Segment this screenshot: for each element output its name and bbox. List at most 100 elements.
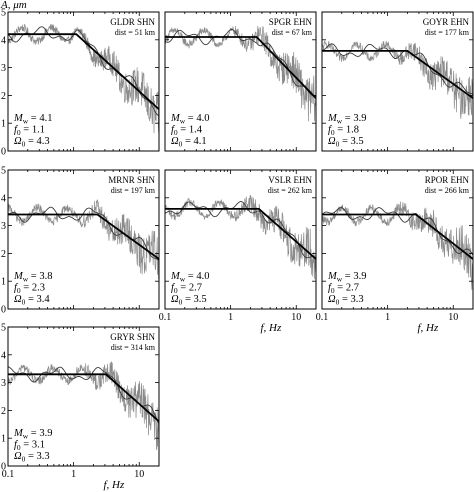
station-label: GLDR SHN: [110, 17, 155, 27]
observed-spectrum-line: [8, 199, 159, 280]
y-axis-label: A, μm: [0, 0, 27, 11]
param-label: f0 = 2.3: [14, 283, 45, 296]
y-tick-label: 0: [1, 305, 6, 316]
param-label: Mw = 3.9: [13, 428, 52, 441]
plot-area: [8, 199, 159, 280]
param-label: Ω0 = 4.1: [171, 136, 207, 149]
y-tick-label: 5: [1, 8, 6, 19]
plot-area: [8, 361, 159, 450]
param-label: Ω0 = 3.3: [14, 451, 50, 464]
y-tick-label: 1: [1, 434, 6, 445]
model-spectrum-line: [8, 213, 159, 260]
param-label: Mw = 3.8: [13, 271, 52, 284]
distance-label: dist = 51 km: [115, 28, 156, 37]
smoothed-spectrum-line: [165, 29, 316, 97]
model-spectrum-line: [322, 50, 473, 99]
plot-frame: [164, 169, 317, 310]
y-tick-label: 4: [1, 35, 6, 46]
smoothed-spectrum-line: [322, 43, 473, 95]
station-label: SPGR EHN: [269, 17, 313, 27]
model-spectrum-line: [322, 213, 473, 260]
distance-label: dist = 266 km: [425, 186, 470, 195]
param-label: f0 = 3.1: [14, 440, 45, 453]
x-axis-label: f, Hz: [104, 479, 126, 491]
x-tick-label: 10: [448, 312, 458, 323]
param-label: f0 = 1.1: [14, 125, 45, 138]
y-tick-label: 1: [1, 277, 6, 288]
x-tick-label: 1: [228, 312, 233, 323]
param-label: f0 = 2.7: [328, 283, 359, 296]
x-tick-label: 10: [291, 312, 301, 323]
observed-spectrum-line: [8, 23, 159, 134]
x-tick-label: 0.1: [159, 312, 172, 323]
plot-frame: [164, 11, 317, 152]
plot-frame: [7, 169, 160, 310]
plot-area: [165, 195, 316, 280]
observed-spectrum-line: [322, 40, 473, 119]
y-tick-label: 2: [1, 406, 6, 417]
station-label: VSLR EHN: [268, 175, 312, 185]
y-tick-label: 4: [1, 350, 6, 361]
distance-label: dist = 67 km: [272, 28, 313, 37]
station-label: GOYR EHN: [423, 17, 470, 27]
smoothed-spectrum-line: [165, 201, 316, 260]
y-tick-label: 2: [1, 91, 6, 102]
x-axis-label: f, Hz: [261, 322, 283, 334]
y-tick-label: 5: [1, 166, 6, 177]
model-spectrum-line: [165, 208, 316, 260]
y-tick-label: 3: [1, 221, 6, 232]
param-label: Ω0 = 3.4: [14, 294, 50, 307]
plot-frame: [7, 11, 160, 152]
y-tick-label: 1: [1, 119, 6, 130]
plot-area: [322, 40, 473, 119]
observed-spectrum-line: [165, 195, 316, 280]
plot-frame: [321, 169, 474, 310]
plot-area: [322, 201, 473, 290]
y-tick-label: 0: [1, 147, 6, 158]
param-label: Ω0 = 3.5: [171, 294, 207, 307]
x-tick-label: 10: [134, 469, 144, 480]
model-spectrum-line: [165, 36, 316, 99]
x-tick-label: 1: [71, 469, 76, 480]
param-label: Ω0 = 3.3: [328, 294, 364, 307]
model-spectrum-line: [8, 33, 159, 110]
param-label: Mw = 3.9: [327, 113, 366, 126]
distance-label: dist = 197 km: [111, 186, 156, 195]
param-label: Mw = 4.1: [13, 113, 52, 126]
x-axis-label: f, Hz: [418, 322, 440, 334]
param-label: f0 = 2.7: [171, 283, 202, 296]
station-label: GRYR SHN: [110, 332, 155, 342]
distance-label: dist = 177 km: [425, 28, 470, 37]
param-label: f0 = 1.4: [171, 125, 203, 138]
param-label: Mw = 4.0: [170, 271, 209, 284]
distance-label: dist = 314 km: [111, 343, 156, 352]
distance-label: dist = 262 km: [268, 186, 313, 195]
x-tick-label: 0.1: [316, 312, 329, 323]
param-label: f0 = 1.8: [328, 125, 359, 138]
plot-area: [8, 23, 159, 134]
param-label: Mw = 3.9: [327, 271, 366, 284]
plot-frame: [321, 11, 474, 152]
x-tick-label: 0.1: [2, 469, 15, 480]
y-tick-label: 2: [1, 249, 6, 260]
param-label: Ω0 = 4.3: [14, 136, 50, 149]
plot-area: [165, 25, 316, 122]
x-tick-label: 1: [385, 312, 390, 323]
station-label: MRNR SHN: [108, 175, 155, 185]
y-tick-label: 3: [1, 378, 6, 389]
station-label: RPOR EHN: [425, 175, 470, 185]
y-tick-label: 0: [1, 462, 6, 473]
param-label: Mw = 4.0: [170, 113, 209, 126]
model-spectrum-line: [8, 373, 159, 423]
param-label: Ω0 = 3.5: [328, 136, 364, 149]
y-tick-label: 3: [1, 63, 6, 74]
